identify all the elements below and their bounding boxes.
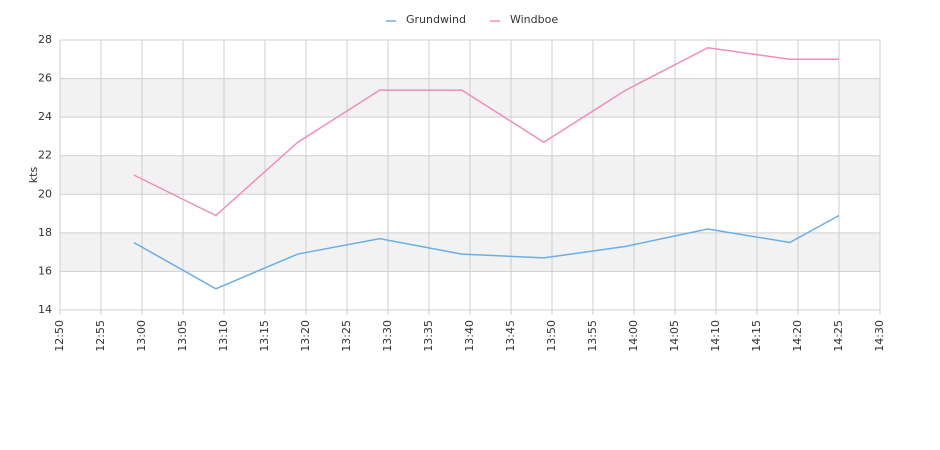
x-tick-label: 13:20: [299, 320, 312, 352]
line-series: [133, 214, 840, 290]
y-tick-label: 28: [38, 33, 52, 46]
y-tick-label: 20: [38, 187, 52, 200]
x-tick-label: 13:10: [217, 320, 230, 352]
y-tick-label: 26: [38, 72, 52, 85]
y-tick-label: 22: [38, 149, 52, 162]
line-series: [133, 46, 839, 217]
x-tick-label: 14:15: [750, 320, 763, 352]
x-tick-label: 13:45: [504, 320, 517, 352]
x-tick-label: 12:55: [94, 320, 107, 352]
x-tick-label: 13:15: [258, 320, 271, 352]
x-tick-label: 14:30: [873, 320, 886, 352]
y-axis-label: kts: [27, 167, 40, 184]
x-tick-label: 14:10: [709, 320, 722, 352]
x-tick-label: 14:25: [832, 320, 845, 352]
y-tick-label: 16: [38, 264, 52, 277]
x-tick-label: 14:05: [668, 320, 681, 352]
legend-label: Windboe: [510, 13, 558, 26]
x-tick-label: 13:50: [545, 320, 558, 352]
x-tick-label: 13:30: [381, 320, 394, 352]
y-tick-label: 18: [38, 226, 52, 239]
x-tick-label: 13:00: [135, 320, 148, 352]
x-tick-label: 12:50: [53, 320, 66, 352]
legend-label: Grundwind: [406, 13, 466, 26]
x-tick-label: 13:35: [422, 320, 435, 352]
x-tick-label: 13:40: [463, 320, 476, 352]
x-tick-label: 13:25: [340, 320, 353, 352]
x-tick-label: 13:05: [176, 320, 189, 352]
y-tick-label: 24: [38, 110, 52, 123]
x-tick-label: 14:00: [627, 320, 640, 352]
x-tick-label: 14:20: [791, 320, 804, 352]
y-tick-label: 14: [38, 303, 52, 316]
x-tick-label: 13:55: [586, 320, 599, 352]
